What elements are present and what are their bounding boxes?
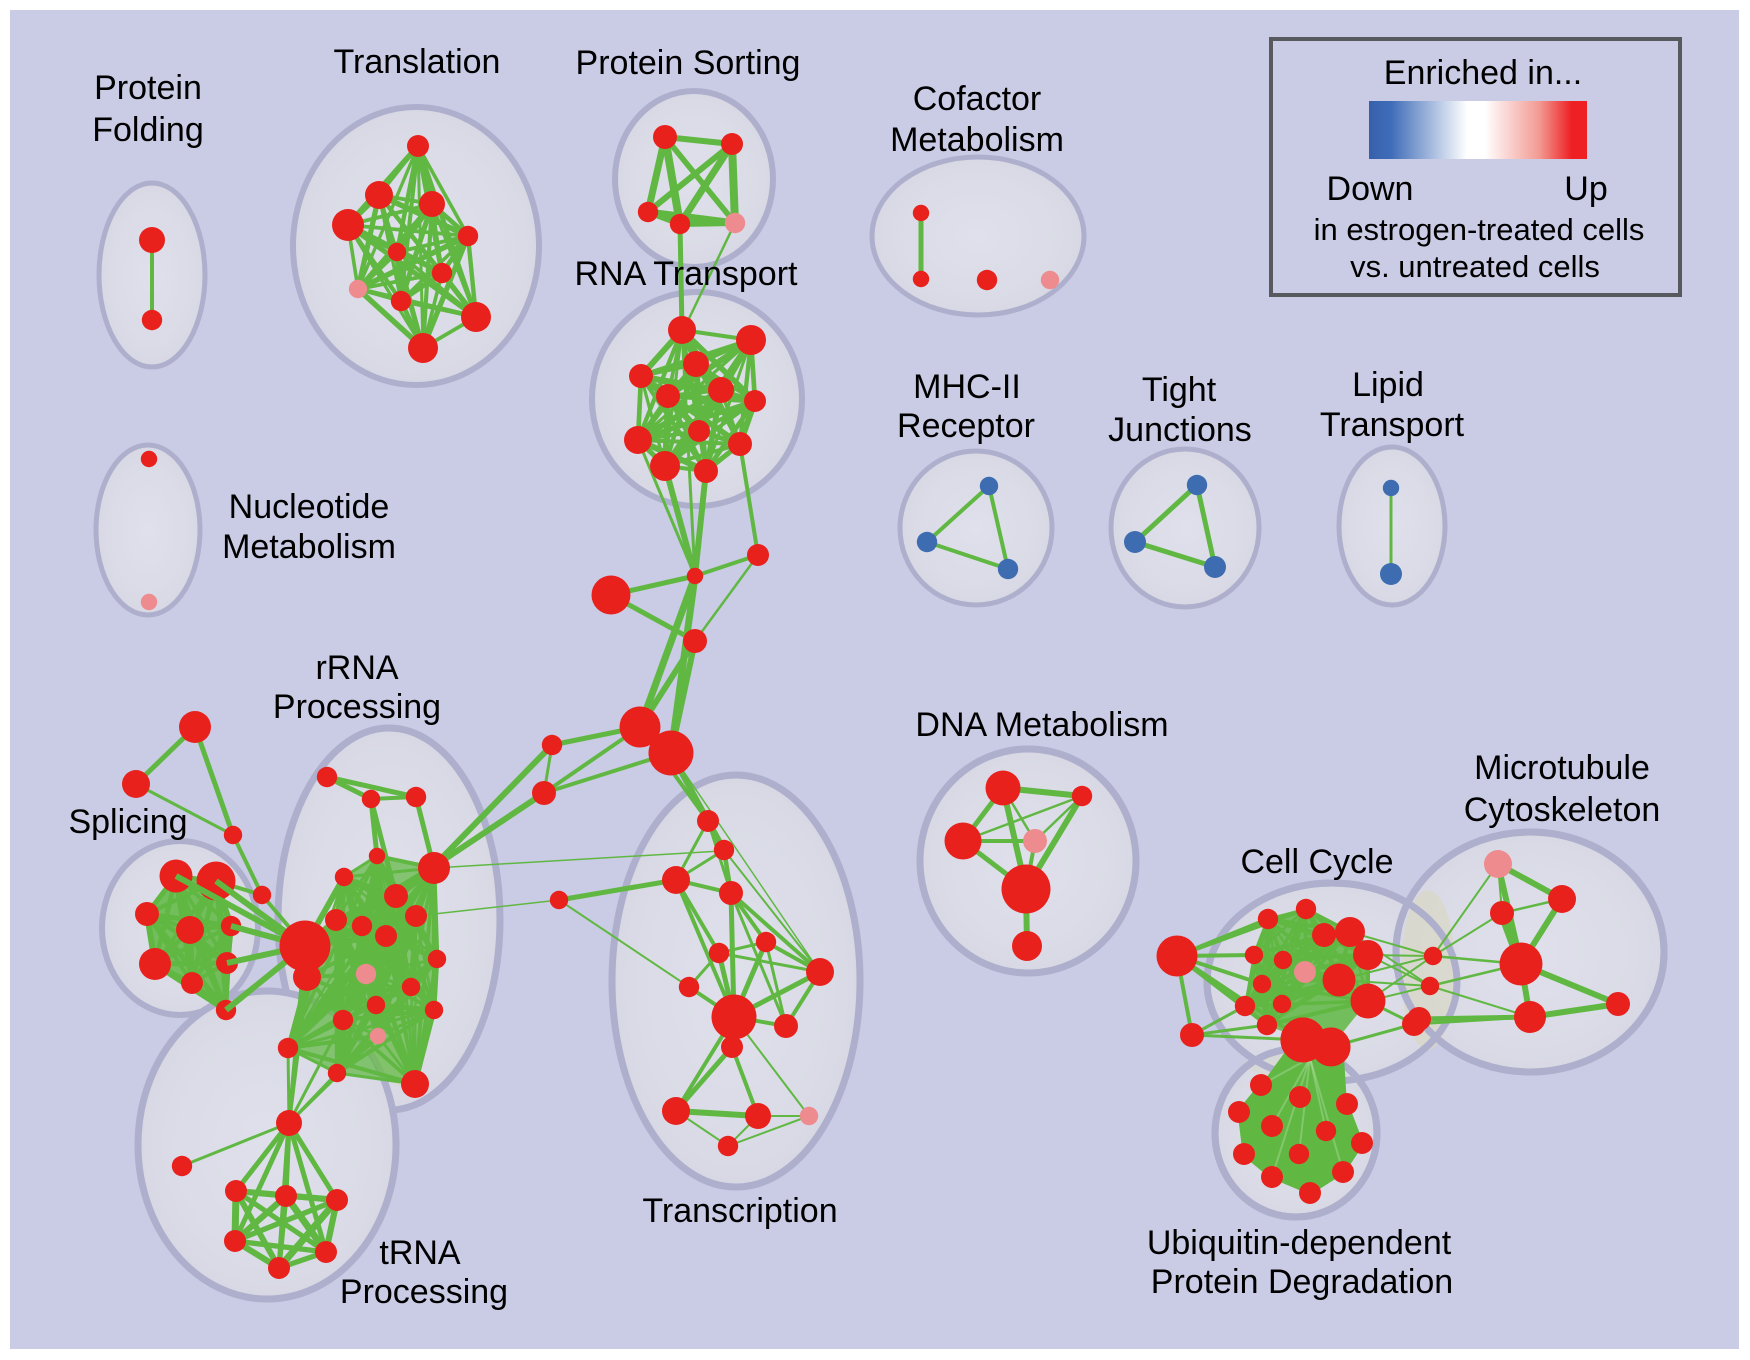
svg-text:rRNA: rRNA — [315, 649, 398, 687]
svg-text:Junctions: Junctions — [1108, 411, 1252, 449]
svg-text:Transport: Transport — [1320, 406, 1465, 444]
svg-text:Translation: Translation — [334, 43, 501, 81]
svg-text:Tight: Tight — [1142, 371, 1217, 409]
svg-text:Nucleotide: Nucleotide — [229, 488, 390, 526]
svg-text:Protein Sorting: Protein Sorting — [576, 44, 801, 82]
svg-text:Metabolism: Metabolism — [890, 121, 1064, 159]
svg-text:Ubiquitin-dependent: Ubiquitin-dependent — [1147, 1224, 1452, 1262]
svg-text:Lipid: Lipid — [1352, 366, 1424, 404]
svg-text:Cofactor: Cofactor — [913, 80, 1042, 118]
svg-text:Protein Degradation: Protein Degradation — [1151, 1263, 1453, 1301]
svg-text:Cytoskeleton: Cytoskeleton — [1464, 791, 1661, 829]
svg-text:Enriched in...: Enriched in... — [1384, 54, 1582, 92]
svg-text:vs. untreated cells: vs. untreated cells — [1350, 249, 1600, 284]
svg-text:Processing: Processing — [340, 1273, 508, 1311]
svg-text:Metabolism: Metabolism — [222, 528, 396, 566]
svg-text:Transcription: Transcription — [642, 1192, 837, 1230]
svg-text:Folding: Folding — [92, 111, 204, 149]
svg-text:Splicing: Splicing — [68, 803, 187, 841]
svg-text:RNA Transport: RNA Transport — [575, 255, 799, 293]
svg-text:Protein: Protein — [94, 69, 202, 107]
svg-text:Microtubule: Microtubule — [1474, 749, 1650, 787]
svg-text:DNA Metabolism: DNA Metabolism — [915, 706, 1168, 744]
svg-text:in estrogen-treated cells: in estrogen-treated cells — [1314, 212, 1645, 247]
svg-text:Receptor: Receptor — [897, 407, 1035, 445]
svg-text:Up: Up — [1564, 170, 1607, 208]
svg-text:tRNA: tRNA — [379, 1234, 461, 1272]
svg-text:Processing: Processing — [273, 688, 441, 726]
svg-text:Down: Down — [1327, 170, 1414, 208]
svg-text:Cell Cycle: Cell Cycle — [1240, 843, 1393, 881]
svg-text:MHC-II: MHC-II — [913, 368, 1021, 406]
